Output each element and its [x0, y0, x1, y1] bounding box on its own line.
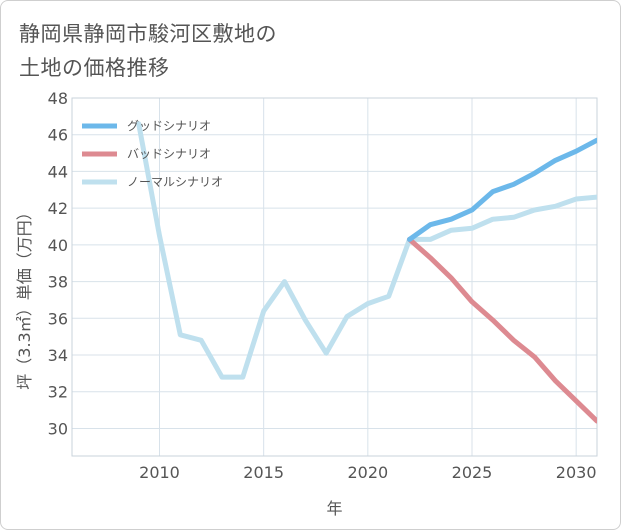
- y-tick-label: 32: [48, 383, 68, 402]
- plot-border: [71, 97, 598, 457]
- y-tick-label: 34: [48, 346, 68, 365]
- y-tick-label: 36: [48, 309, 68, 328]
- x-tick-label: 2015: [243, 463, 284, 482]
- y-tick-label: 42: [48, 199, 68, 218]
- series-line-1: [407, 236, 597, 424]
- y-tick-label: 30: [48, 419, 68, 438]
- y-tick-label: 38: [48, 273, 68, 292]
- y-tick-label: 40: [48, 236, 68, 255]
- chart-title: 静岡県静岡市駿河区敷地の 土地の価格推移: [19, 17, 439, 85]
- x-tick-label: 2025: [452, 463, 493, 482]
- x-tick-label: 2020: [347, 463, 388, 482]
- series-layer: [136, 121, 597, 424]
- y-axis-label: 坪（3.3㎡）単価（万円）: [15, 204, 34, 389]
- series-line-0: [407, 137, 597, 242]
- grid: [72, 97, 597, 456]
- title-line-2: 土地の価格推移: [19, 56, 170, 80]
- legend-label: ノーマルシナリオ: [127, 175, 223, 189]
- legend-label: グッドシナリオ: [127, 119, 211, 133]
- x-tick-label: 2030: [556, 463, 597, 482]
- x-tick-label: 2010: [139, 463, 180, 482]
- y-axis-ticks: 30 32 34 36 38 40 42 44 46 48: [48, 89, 68, 438]
- y-tick-label: 46: [48, 126, 68, 145]
- title-line-1: 静岡県静岡市駿河区敷地の: [19, 22, 277, 46]
- x-axis-ticks: 2010 2015 2020 2025 2030: [139, 463, 596, 482]
- series-line-2: [136, 121, 597, 380]
- legend-label: バッドシナリオ: [127, 147, 211, 161]
- y-tick-label: 48: [48, 89, 68, 108]
- y-tick-label: 44: [48, 162, 68, 181]
- x-axis-label: 年: [326, 499, 342, 518]
